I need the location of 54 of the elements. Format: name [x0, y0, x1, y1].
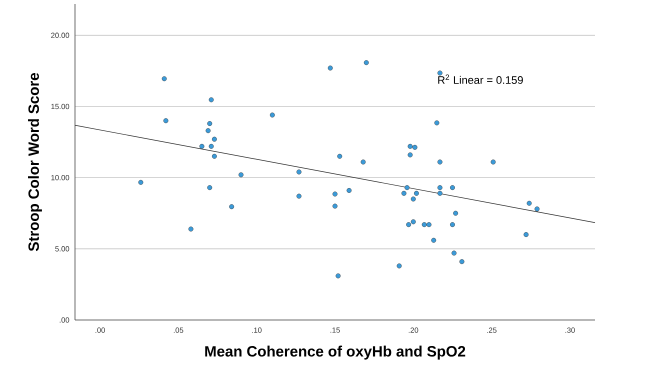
- point: [206, 128, 211, 134]
- point: [410, 196, 416, 202]
- point: [212, 136, 217, 142]
- point: [437, 160, 442, 164]
- point: [328, 66, 333, 71]
- point: [410, 219, 416, 224]
- point: [412, 144, 418, 150]
- point: [431, 238, 436, 243]
- point: [212, 154, 217, 159]
- point: [229, 204, 234, 210]
- point: [450, 185, 455, 190]
- point: [426, 222, 432, 228]
- point: [450, 222, 455, 228]
- point: [526, 200, 532, 206]
- point: [408, 144, 413, 149]
- point: [360, 160, 366, 164]
- point: [534, 206, 540, 212]
- point: [162, 76, 167, 82]
- point: [459, 259, 464, 264]
- point: [296, 194, 302, 199]
- point: [138, 180, 144, 185]
- point: [346, 188, 352, 193]
- point: [208, 97, 214, 102]
- y-axis-title: Stroop Color Word Score: [28, 72, 42, 252]
- point: [364, 60, 369, 66]
- point: [414, 190, 419, 196]
- point: [207, 121, 212, 126]
- point: [437, 190, 442, 196]
- point: [270, 112, 275, 118]
- point: [404, 185, 410, 190]
- point: [188, 226, 194, 232]
- point: [238, 172, 244, 178]
- point: [336, 273, 341, 278]
- point: [332, 192, 338, 197]
- point: [490, 160, 496, 164]
- annotation: R$^{2}$ Linear = 0.159: [438, 74, 523, 84]
- point: [453, 210, 458, 216]
- point: [199, 144, 204, 149]
- point: [208, 144, 214, 149]
- point: [332, 204, 338, 209]
- point: [406, 222, 412, 228]
- point: [452, 250, 457, 256]
- point: [337, 154, 342, 159]
- point: [422, 222, 427, 228]
- point: [401, 190, 406, 196]
- point: [408, 152, 413, 158]
- point: [524, 232, 529, 238]
- point: [296, 169, 302, 174]
- point: [434, 120, 440, 126]
- x-axis-title: Mean Coherence of oxyHb and SpO2: [205, 346, 466, 360]
- point: [163, 118, 168, 124]
- point: [437, 185, 442, 190]
- point: [207, 185, 212, 190]
- point: [396, 263, 402, 268]
